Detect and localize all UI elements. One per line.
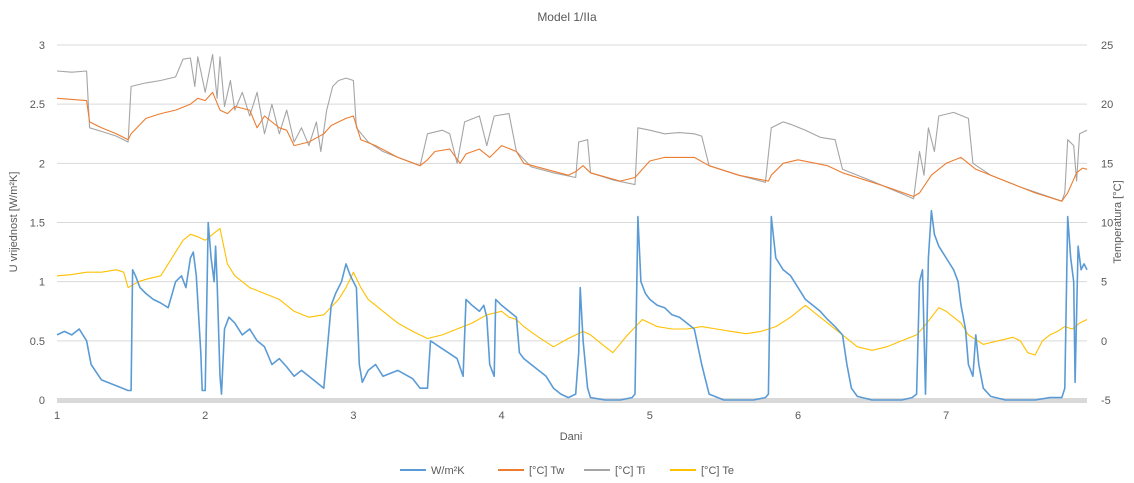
x-tick-label: 2 (202, 410, 208, 422)
legend-label: [°C] Ti (615, 465, 645, 477)
x-tick-label: 5 (647, 410, 653, 422)
right-tick-label: 5 (1101, 277, 1107, 289)
x-axis-label: Dani (560, 431, 583, 443)
x-tick-label: 7 (943, 410, 949, 422)
legend-label: [°C] Te (701, 465, 734, 477)
left-tick-label: 2 (39, 158, 45, 170)
legend-label: [°C] Tw (529, 465, 564, 477)
series-line-1 (56, 209, 1088, 401)
x-tick-label: 4 (499, 410, 505, 422)
right-axis-label: Temperatura [°C] (1112, 180, 1124, 263)
left-tick-label: 3 (39, 40, 45, 52)
x-tick-label: 6 (795, 410, 801, 422)
x-tick-label: 1 (54, 410, 60, 422)
x-axis-line (57, 398, 1087, 403)
right-tick-label: -5 (1101, 395, 1111, 407)
left-tick-label: 1.5 (30, 218, 45, 230)
right-axis-ticks: -5 0 5 10 15 20 25 (1101, 40, 1113, 407)
right-tick-label: 0 (1101, 336, 1107, 348)
left-tick-label: 2.5 (30, 99, 45, 111)
left-tick-label: 0.5 (30, 336, 45, 348)
x-axis-ticks: 1 2 3 4 5 6 7 (54, 410, 949, 422)
left-axis-ticks: 0 0.5 1 1.5 2 2.5 3 (30, 40, 45, 407)
left-axis-label: U vrijednost [W/m²K] (8, 172, 20, 273)
chart-title: Model 1/IIa (537, 10, 597, 24)
legend: W/m²K [°C] Tw [°C] Ti [°C] Te (400, 465, 734, 477)
series-line-2 (56, 91, 1088, 202)
series-layer (56, 53, 1088, 401)
x-tick-label: 3 (350, 410, 356, 422)
left-tick-label: 1 (39, 277, 45, 289)
right-tick-label: 15 (1101, 158, 1113, 170)
right-tick-label: 25 (1101, 40, 1113, 52)
gridlines (57, 44, 1087, 403)
left-tick-label: 0 (39, 395, 45, 407)
series-line-4 (56, 227, 1088, 356)
right-tick-label: 10 (1101, 218, 1113, 230)
right-tick-label: 20 (1101, 99, 1113, 111)
series-line-3 (56, 53, 1088, 202)
legend-label: W/m²K (431, 465, 465, 477)
